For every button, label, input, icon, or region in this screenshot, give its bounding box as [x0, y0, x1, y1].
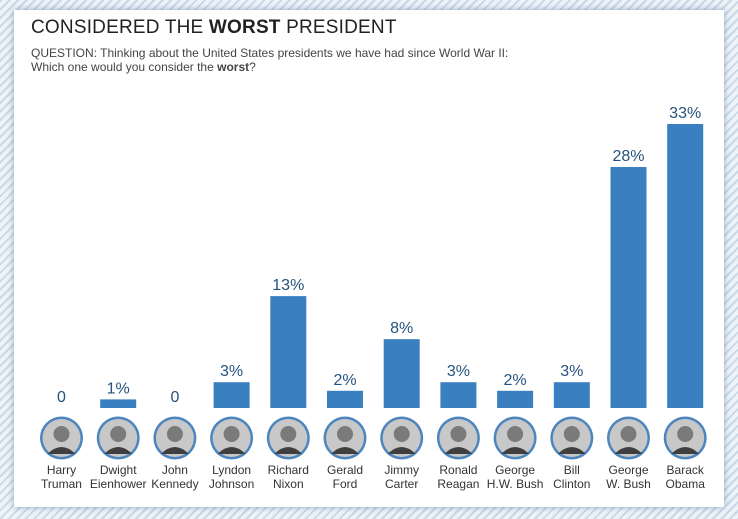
survey-question: QUESTION: Thinking about the United Stat… — [31, 46, 508, 74]
category-label: Richard — [268, 463, 309, 477]
bar — [213, 382, 250, 408]
question-line-2: Which one would you consider the worst? — [31, 60, 256, 74]
category-label: Lyndon — [212, 463, 251, 477]
value-label: 33% — [669, 105, 701, 122]
value-label: 3% — [560, 363, 583, 380]
bar — [270, 296, 307, 408]
category-label: Clinton — [553, 477, 590, 491]
category-label: W. Bush — [606, 477, 651, 491]
category-label: Bill — [564, 463, 580, 477]
category-label: Kennedy — [151, 477, 198, 491]
category-label: H.W. Bush — [487, 477, 544, 491]
category-label: Gerald — [327, 463, 363, 477]
president-portrait-icon — [210, 416, 254, 460]
bar — [327, 390, 363, 408]
category-label: Truman — [41, 477, 82, 491]
value-label: 2% — [504, 372, 527, 389]
category-label: Dwight — [100, 463, 137, 477]
bar — [497, 390, 534, 408]
president-portrait-icon — [607, 416, 650, 460]
president-portrait-icon — [96, 416, 140, 460]
president-portrait-icon — [436, 416, 480, 460]
bar — [440, 382, 477, 408]
category-label: Ronald — [439, 463, 477, 477]
chart-panel: CONSIDERED THE WORST PRESIDENT QUESTION:… — [14, 10, 724, 507]
bar — [383, 339, 420, 408]
category-label: Jimmy — [384, 463, 419, 477]
category-label: Harry — [47, 463, 76, 477]
category-label: Eienhower — [90, 477, 147, 491]
president-portrait-icon — [323, 416, 367, 460]
president-portrait-icon — [493, 416, 537, 460]
value-label: 3% — [220, 363, 243, 380]
value-label: 3% — [447, 363, 470, 380]
category-label: Nixon — [273, 477, 304, 491]
category-label: Johnson — [209, 477, 254, 491]
category-label: George — [608, 463, 648, 477]
value-label: 0 — [170, 389, 179, 406]
value-label: 0 — [57, 389, 66, 406]
value-label: 2% — [333, 372, 356, 389]
value-label: 1% — [107, 380, 130, 397]
category-label: Barack — [667, 463, 705, 477]
category-label: Ford — [333, 477, 358, 491]
president-portrait-icon — [153, 416, 197, 460]
value-label: 28% — [612, 148, 644, 165]
category-label: Reagan — [437, 477, 479, 491]
bar — [553, 382, 590, 408]
category-label: John — [162, 463, 188, 477]
president-portrait-icon — [266, 416, 310, 460]
bar — [100, 399, 137, 408]
president-portrait-icon — [550, 416, 594, 460]
category-label: George — [495, 463, 535, 477]
president-portrait-icon — [663, 416, 707, 460]
bar — [667, 124, 704, 408]
bar — [610, 167, 647, 408]
question-line-1: QUESTION: Thinking about the United Stat… — [31, 46, 509, 60]
category-label: Obama — [666, 477, 706, 491]
president-portrait-icon — [380, 416, 424, 460]
president-portrait-icon — [40, 416, 83, 460]
value-label: 13% — [272, 277, 304, 294]
value-label: 8% — [390, 320, 413, 337]
chart-title: CONSIDERED THE WORST PRESIDENT — [31, 17, 397, 38]
category-label: Carter — [385, 477, 418, 491]
